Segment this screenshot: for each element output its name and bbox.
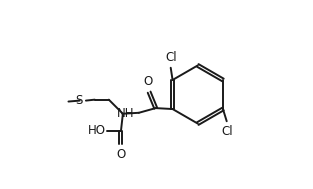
Text: NH: NH	[117, 107, 134, 120]
Text: HO: HO	[88, 124, 106, 137]
Text: O: O	[116, 148, 126, 161]
Text: Cl: Cl	[165, 51, 177, 64]
Text: Cl: Cl	[222, 125, 233, 138]
Text: O: O	[144, 75, 153, 88]
Text: S: S	[75, 94, 83, 107]
